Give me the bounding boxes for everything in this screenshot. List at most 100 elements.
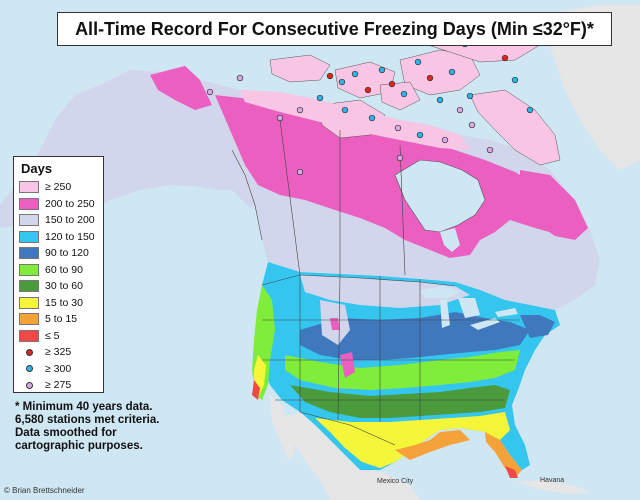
south-florida-le-5-zone bbox=[505, 466, 518, 478]
station-marker bbox=[400, 90, 408, 98]
california-coast-le-5 bbox=[252, 380, 260, 400]
station-marker bbox=[426, 74, 434, 82]
political-boundaries bbox=[231, 119, 520, 446]
map-legend: Days ≥ 250 200 to 250 150 to 200 120 to 150… bbox=[13, 156, 104, 393]
station-marker bbox=[206, 88, 214, 96]
legend-station-label: ≥ 325 bbox=[45, 346, 72, 358]
lake-michigan bbox=[440, 300, 450, 328]
legend-bins: ≥ 250 200 to 250 150 to 200 120 to 150 90 to… bbox=[19, 179, 98, 344]
alaska-north-slope bbox=[150, 66, 212, 110]
greenland bbox=[540, 5, 640, 170]
cuba bbox=[515, 480, 590, 494]
legend-bin-row: ≤ 5 bbox=[19, 328, 98, 344]
station-marker bbox=[526, 106, 534, 114]
northeast-90-120-zone bbox=[520, 315, 555, 338]
legend-bin-row: 200 to 250 bbox=[19, 196, 98, 212]
station-dot-icon bbox=[25, 365, 33, 372]
wyoming-200-250-patch bbox=[330, 318, 340, 330]
legend-station-label: ≥ 275 bbox=[45, 379, 72, 391]
legend-bin-label: 90 to 120 bbox=[45, 247, 89, 259]
legend-station-row: ≥ 300 bbox=[19, 361, 98, 377]
station-marker bbox=[456, 106, 464, 114]
methodology-note: * Minimum 40 years data. 6,580 stations … bbox=[15, 401, 160, 452]
legend-swatch bbox=[19, 296, 39, 309]
colorado-200-250-patch bbox=[340, 352, 355, 378]
legend-bin-label: 5 to 15 bbox=[45, 313, 78, 325]
legend-swatch bbox=[19, 247, 39, 259]
legend-station-symbol bbox=[19, 381, 39, 389]
canada-200-250-zone bbox=[215, 95, 565, 258]
legend-swatch bbox=[19, 313, 39, 325]
legend-bin-row: ≥ 250 bbox=[19, 179, 98, 195]
station-dot-icon bbox=[25, 348, 33, 356]
great-lakes-90-120-zone bbox=[300, 312, 530, 360]
legend-bin-row: 30 to 60 bbox=[19, 278, 98, 294]
station-marker bbox=[468, 121, 476, 129]
station-marker bbox=[368, 114, 376, 122]
baffin-island bbox=[469, 89, 561, 166]
legend-bin-row: 15 to 30 bbox=[19, 295, 98, 311]
city-label-havana: Havana bbox=[540, 477, 565, 484]
station-marker bbox=[394, 124, 402, 132]
legend-title: Days bbox=[21, 161, 53, 176]
legend-swatch bbox=[19, 280, 39, 292]
legend-station-symbol bbox=[19, 365, 39, 372]
map-title: All-Time Record For Consecutive Freezing… bbox=[75, 18, 594, 39]
station-dot-icon bbox=[25, 381, 33, 389]
station-marker bbox=[414, 58, 422, 66]
lake-erie bbox=[470, 318, 500, 330]
arctic-island-1 bbox=[269, 54, 331, 83]
station-marker bbox=[448, 68, 456, 76]
station-marker bbox=[388, 80, 396, 88]
legend-station-row: ≥ 275 bbox=[19, 377, 98, 393]
legend-stations: ≥ 325 ≥ 300 ≥ 275 bbox=[19, 344, 98, 393]
legend-bin-row: 120 to 150 bbox=[19, 229, 98, 245]
legend-bin-label: 120 to 150 bbox=[45, 230, 95, 243]
station-marker bbox=[296, 106, 304, 114]
station-marker bbox=[511, 76, 519, 84]
legend-swatch bbox=[19, 197, 39, 210]
lake-huron bbox=[458, 298, 480, 318]
map-title-box: All-Time Record For Consecutive Freezing… bbox=[57, 12, 612, 46]
author-credit: © Brian Brettschneider bbox=[4, 486, 85, 495]
legend-bin-row: 5 to 15 bbox=[19, 311, 98, 327]
legend-bin-label: 30 to 60 bbox=[45, 280, 83, 292]
legend-bin-label: ≤ 5 bbox=[45, 329, 60, 342]
station-marker bbox=[316, 94, 324, 102]
james-bay bbox=[440, 228, 460, 252]
legend-bin-label: 200 to 250 bbox=[45, 197, 95, 210]
lake-superior bbox=[420, 286, 460, 298]
station-marker bbox=[341, 106, 349, 114]
northern-plains-150-200-zone bbox=[300, 275, 470, 308]
legend-swatch bbox=[19, 329, 39, 342]
station-marker bbox=[351, 70, 359, 78]
station-marker bbox=[396, 154, 404, 162]
legend-swatch bbox=[19, 214, 39, 226]
legend-bin-row: 90 to 120 bbox=[19, 245, 98, 261]
legend-station-label: ≥ 300 bbox=[45, 362, 72, 375]
station-marker bbox=[236, 74, 244, 82]
legend-station-row: ≥ 325 bbox=[19, 344, 98, 360]
legend-swatch bbox=[19, 263, 39, 276]
gulf-15-30-zone bbox=[315, 412, 510, 468]
legend-swatch bbox=[19, 230, 39, 243]
station-marker bbox=[296, 168, 304, 176]
arctic-island-4 bbox=[379, 81, 421, 111]
station-marker bbox=[486, 146, 494, 154]
station-markers bbox=[206, 36, 534, 176]
station-marker bbox=[338, 78, 346, 86]
legend-bin-label: 15 to 30 bbox=[45, 296, 83, 309]
southern-30-60-zone bbox=[290, 385, 510, 418]
gulf-coast-5-15-zone bbox=[395, 430, 470, 460]
legend-bin-label: 60 to 90 bbox=[45, 263, 83, 276]
station-marker bbox=[378, 66, 386, 74]
station-marker bbox=[364, 86, 372, 94]
legend-bin-label: ≥ 250 bbox=[45, 181, 72, 193]
legend-bin-label: 150 to 200 bbox=[45, 214, 95, 226]
station-marker bbox=[416, 131, 424, 139]
station-marker bbox=[276, 114, 284, 122]
mexico-landmass bbox=[280, 412, 420, 500]
arctic-coast-250-zone bbox=[240, 90, 470, 150]
